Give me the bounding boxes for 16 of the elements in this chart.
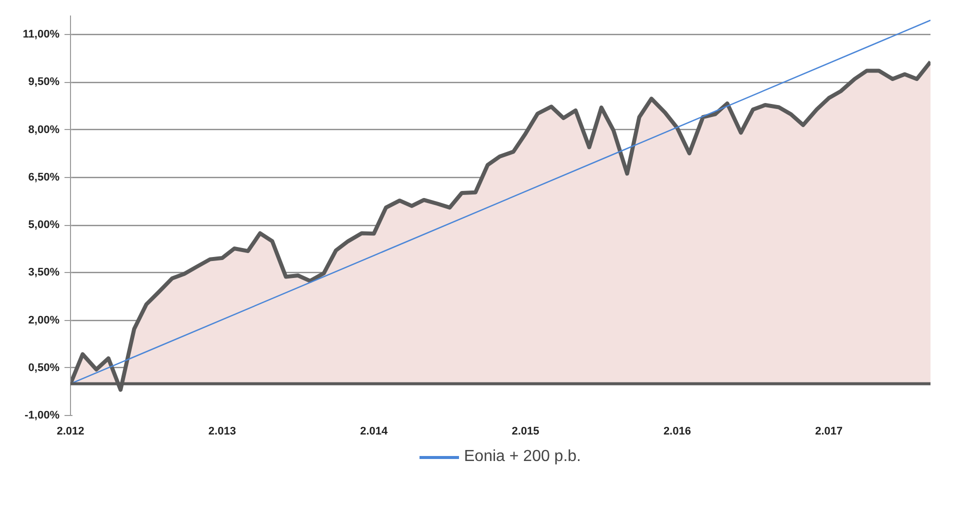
y-tick-label: 5,00% <box>28 219 60 232</box>
y-tick-label: 0,50% <box>28 362 60 374</box>
x-tick-label: 2.016 <box>663 426 691 438</box>
x-tick-label: 2.014 <box>360 426 388 438</box>
y-tick-label: -1,00% <box>24 410 60 422</box>
x-tick-label: 2.017 <box>815 426 843 438</box>
y-tick-label: 6,50% <box>28 171 60 184</box>
x-tick-label: 2.013 <box>208 426 236 438</box>
y-tick-label: 3,50% <box>28 266 60 279</box>
y-tick-label: 9,50% <box>28 76 60 88</box>
y-tick-label: 2,00% <box>28 314 60 326</box>
y-tick-label: 11,00% <box>22 28 60 41</box>
x-tick-label: 2.012 <box>56 426 84 438</box>
y-tick-label: 8,00% <box>28 124 60 136</box>
legend-label: Eonia + 200 p.b. <box>464 448 581 466</box>
x-tick-label: 2.015 <box>512 426 540 438</box>
